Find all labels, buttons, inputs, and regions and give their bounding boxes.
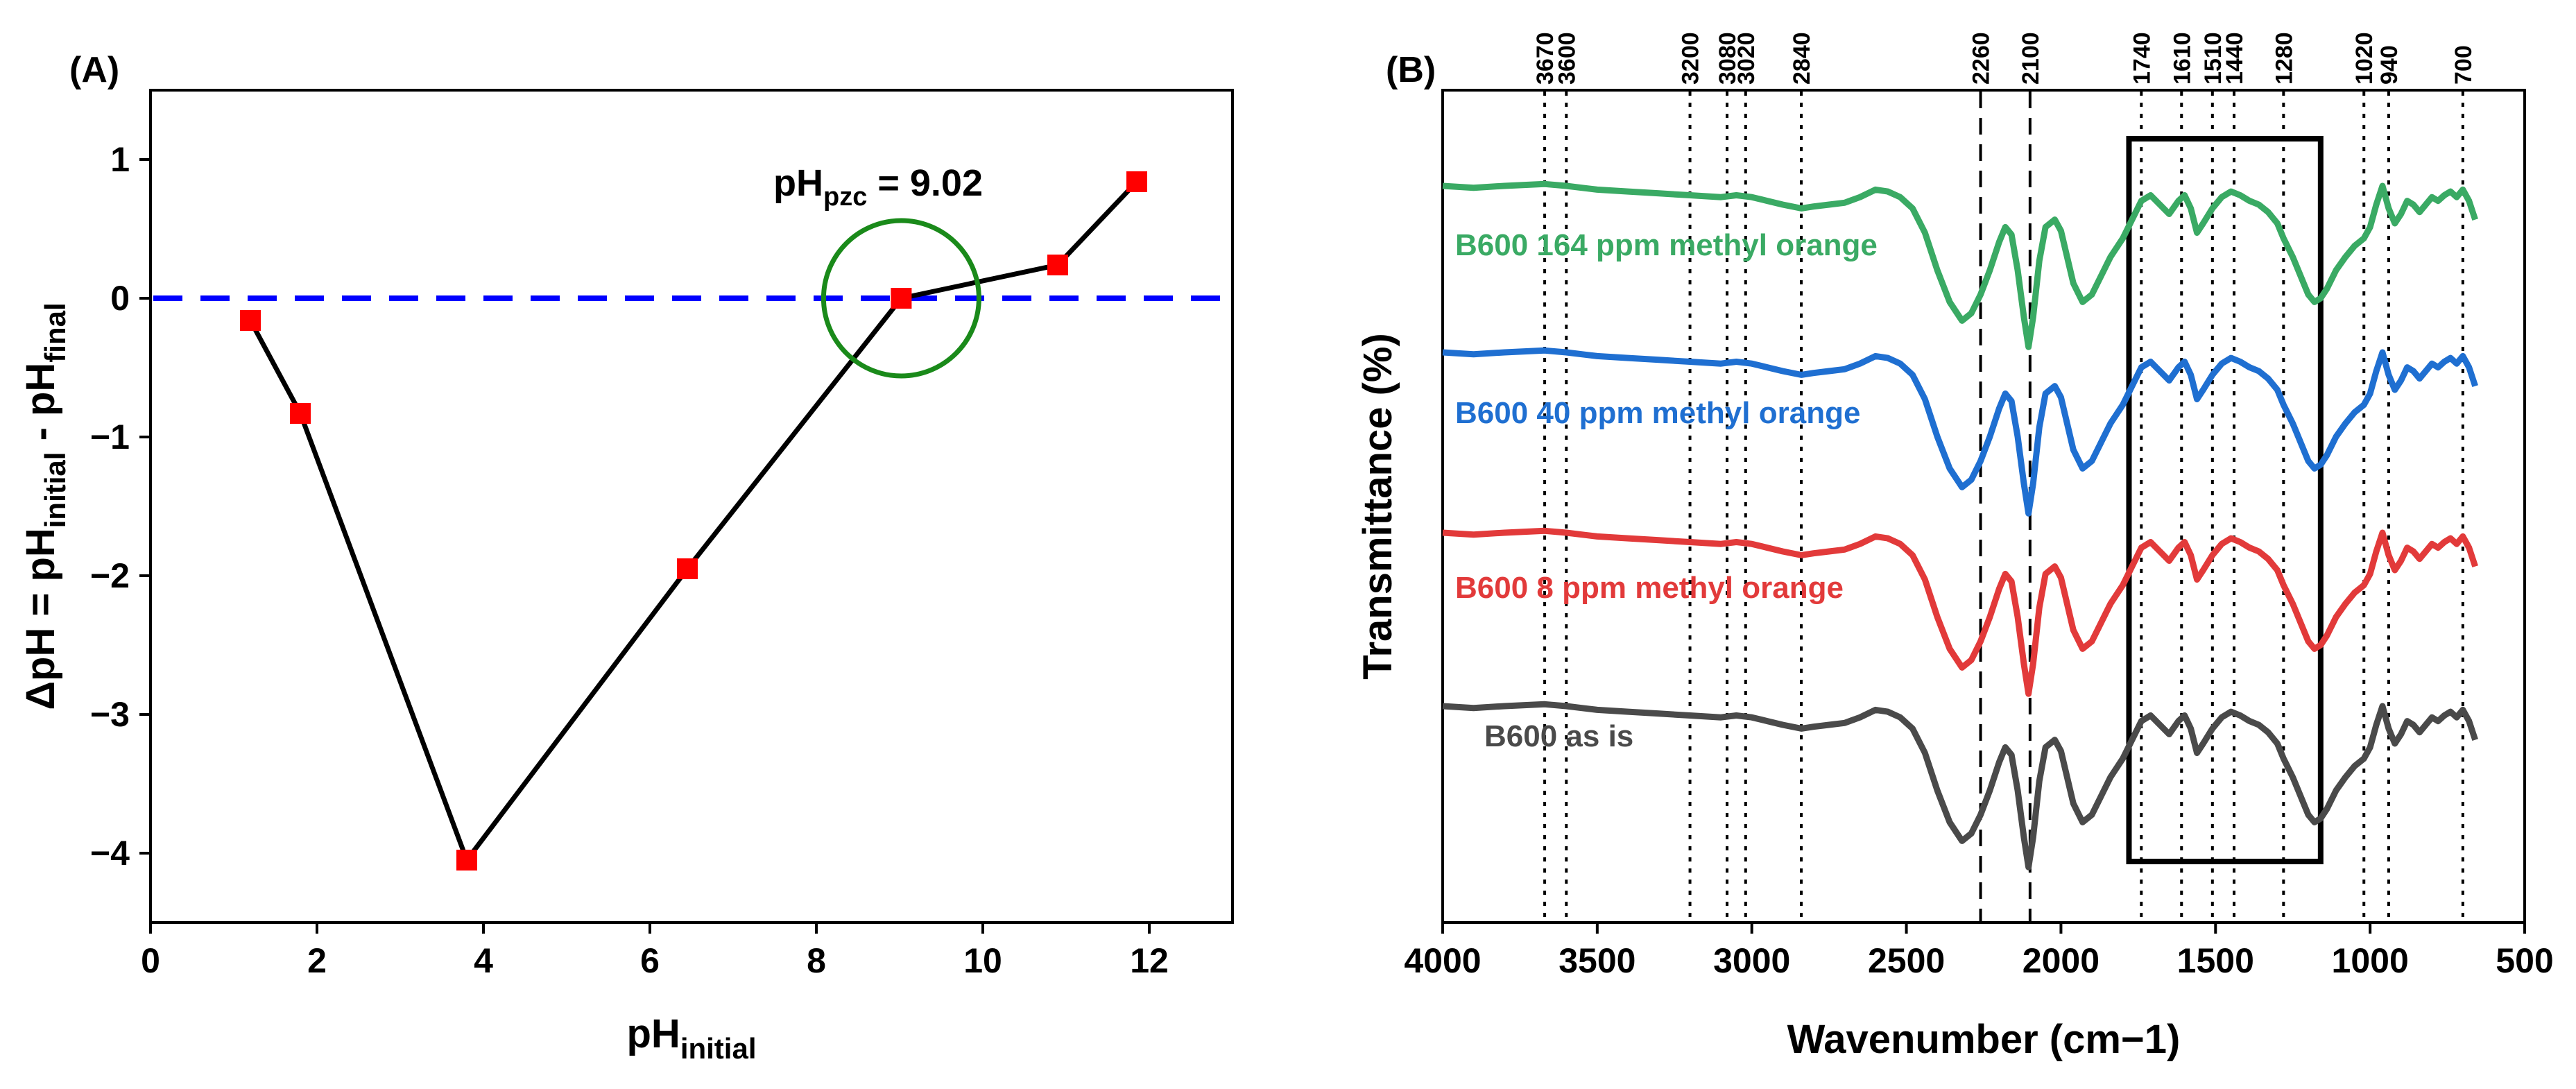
panel-b-reference-lines <box>1543 92 2464 921</box>
top-label-1020: 1020 <box>2351 32 2378 85</box>
pzc-main: pH <box>773 162 823 204</box>
y-tick-label-2: −2 <box>90 556 130 595</box>
data-point-3 <box>677 558 698 579</box>
panel-a-plot-frame <box>149 89 1234 924</box>
b-x-tick-label-5: 1500 <box>2177 941 2254 980</box>
panel-a-series-line <box>248 180 1139 866</box>
panel-b-ylabel: Transmittance (%) <box>1355 333 1400 680</box>
legend-label-0: B600 164 ppm methyl orange <box>1455 228 1878 262</box>
panel-a-axes: 0 2 4 6 8 10 12 −4 −3 −2 −1 0 1 <box>90 140 1169 980</box>
b-x-tick-label-4: 2000 <box>2023 941 2100 980</box>
b-x-tick-label-7: 500 <box>2496 941 2553 980</box>
top-label-700: 700 <box>2450 45 2477 85</box>
x-tick-label-6: 12 <box>1130 941 1169 980</box>
b-x-tick-label-6: 1000 <box>2332 941 2409 980</box>
y-tick-label-5: 1 <box>110 140 130 179</box>
panel-b-axes: 4000 3500 3000 2500 2000 1500 1000 500 <box>1404 923 2554 980</box>
top-label-2100: 2100 <box>2018 32 2044 85</box>
top-label-1440: 1440 <box>2222 32 2248 85</box>
data-point-6 <box>1126 171 1147 192</box>
x-tick-label-2: 4 <box>474 941 493 980</box>
top-label-3200: 3200 <box>1678 32 1704 85</box>
legend-label-3: B600 as is <box>1484 719 1633 753</box>
spectrum-line-2 <box>1442 527 2478 697</box>
b-x-tick-label-2: 3000 <box>1713 941 1790 980</box>
data-point-2 <box>456 850 477 871</box>
top-label-1510: 1510 <box>2200 32 2226 85</box>
panel-a-ylabel-p3: final <box>39 302 71 362</box>
fingerprint-box <box>2126 136 2324 864</box>
y-tick-label-0: −4 <box>90 834 130 873</box>
data-point-5 <box>1047 255 1068 275</box>
panel-b: (B) 4000 3500 3000 2500 2000 1500 1000 500 3670… <box>1355 32 2554 1062</box>
pzc-sub: pzc <box>823 182 867 212</box>
top-label-3670: 3670 <box>1532 32 1559 85</box>
x-tick-label-5: 10 <box>963 941 1002 980</box>
top-label-3600: 3600 <box>1554 32 1580 85</box>
panel-a-ylabel: ΔpH = pHinitial - pHfinal <box>18 302 71 710</box>
pzc-circle <box>821 218 981 379</box>
data-point-1 <box>290 403 311 424</box>
spectrum-line-1 <box>1442 347 2478 517</box>
legend-label-1: B600 40 ppm methyl orange <box>1455 396 1860 430</box>
panel-a-ylabel-p2: - pH <box>18 363 63 452</box>
top-label-3020: 3020 <box>1733 32 1760 85</box>
y-tick-label-4: 0 <box>110 279 130 318</box>
pzc-annotation: pHpzc = 9.02 <box>773 162 983 212</box>
legend-label-2: B600 8 ppm methyl orange <box>1455 571 1844 605</box>
panel-a-ylabel-p0: ΔpH = pH <box>18 528 63 710</box>
panel-b-label: (B) <box>1386 50 1436 90</box>
spectrum-line-3 <box>1442 701 2478 871</box>
panel-b-plot-frame <box>1441 89 2526 924</box>
data-point-0 <box>240 310 261 331</box>
top-label-940: 940 <box>2376 45 2403 85</box>
top-label-2840: 2840 <box>1789 32 1815 85</box>
top-label-2260: 2260 <box>1968 32 1995 85</box>
x-tick-label-3: 6 <box>640 941 660 980</box>
panel-a-xlabel-main: pH <box>626 1011 680 1056</box>
panel-b-xlabel: Wavenumber (cm−1) <box>1787 1017 2181 1062</box>
panel-a-ylabel-p1: initial <box>39 452 71 529</box>
b-x-tick-label-0: 4000 <box>1404 941 1481 980</box>
pzc-value: = 9.02 <box>867 162 983 204</box>
x-tick-label-1: 2 <box>307 941 327 980</box>
panel-a-xlabel: pHinitial <box>626 1011 756 1065</box>
b-x-tick-label-1: 3500 <box>1559 941 1635 980</box>
x-tick-label-4: 8 <box>807 941 826 980</box>
panel-b-spectra: B600 164 ppm methyl orange B600 40 ppm me… <box>1442 180 2478 871</box>
panel-a-markers <box>240 171 1147 871</box>
top-label-3080: 3080 <box>1715 32 1741 85</box>
x-tick-label-0: 0 <box>141 941 160 980</box>
y-tick-label-1: −3 <box>90 695 130 734</box>
y-tick-label-3: −1 <box>90 418 130 456</box>
panel-a-label: (A) <box>69 50 119 90</box>
top-label-1280: 1280 <box>2271 32 2297 85</box>
top-label-1740: 1740 <box>2129 32 2155 85</box>
b-x-tick-label-3: 2500 <box>1868 941 1945 980</box>
data-point-4 <box>891 288 912 309</box>
panel-a: (A) 0 2 4 6 8 10 12−4−3−2−101 pHpzc = 9.02 pHi… <box>18 50 1234 1065</box>
spectrum-line-0 <box>1442 180 2478 350</box>
top-label-1610: 1610 <box>2169 32 2195 85</box>
panel-a-xlabel-sub: initial <box>680 1032 757 1065</box>
